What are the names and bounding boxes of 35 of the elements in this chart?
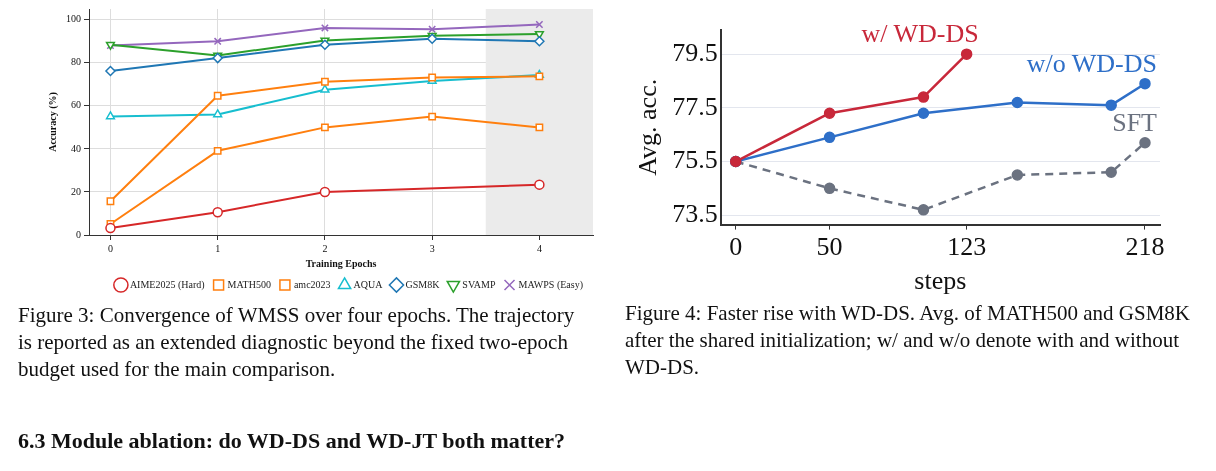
y-tick-label: 60 [71,99,81,111]
y-tick-label: 79.5 [672,37,718,67]
y-tick-label: 20 [71,185,81,197]
series-label: w/ WD-DS [861,18,979,48]
y-tick-label: 77.5 [672,91,718,121]
legend-label: AIME2025 (Hard) [129,278,205,291]
caption: Figure 4: Faster rise with WD-DS. Avg. of MATH500 and GSM8K after the shared initialization; w/ and w/o denote with and without WD-DS. [625,300,1192,381]
x-tick-label: 50 [816,232,843,262]
x-tick-label: 123 [947,232,987,262]
y-axis-title: Avg. acc. [633,78,663,176]
x-tick-label: 0 [107,242,113,254]
y-axis-title: Accuracy (%) [46,92,59,152]
x-tick-label: 0 [729,232,743,262]
y-tick-label: 73.5 [672,199,718,229]
x-axis-title: Training Epochs [305,257,377,269]
series-label: w/o WD-DS [1026,48,1157,78]
x-tick-label: 218 [1125,232,1165,262]
text: 6.3 Module ablation: do WD-DS and WD-JT both matter? [18,428,566,454]
y-tick-label: 40 [71,142,81,154]
series-label: SFT [1112,107,1158,137]
x-tick-label: 2 [322,242,328,254]
y-tick-label: 75.5 [672,145,718,175]
legend-label: AQUA [353,278,384,290]
x-tick-label: 4 [536,242,542,254]
legend-label: amc2023 [293,278,331,290]
y-tick-label: 80 [71,56,81,68]
x-tick-label: 1 [215,242,221,254]
x-tick-label: 3 [429,242,435,254]
legend-label: SVAMP [462,278,496,290]
legend-label: MATH500 [227,278,271,290]
legend-label: MAWPS (Easy) [518,278,584,291]
legend-label: GSM8K [405,278,441,290]
y-tick-label: 100 [66,13,81,25]
caption: Figure 3: Convergence of WMSS over four epochs. The trajectory is reported as an extended diagnostic beyond the fixed two-epoch budget used for the main comparison. [18,302,576,383]
x-axis-title: steps [914,266,967,296]
